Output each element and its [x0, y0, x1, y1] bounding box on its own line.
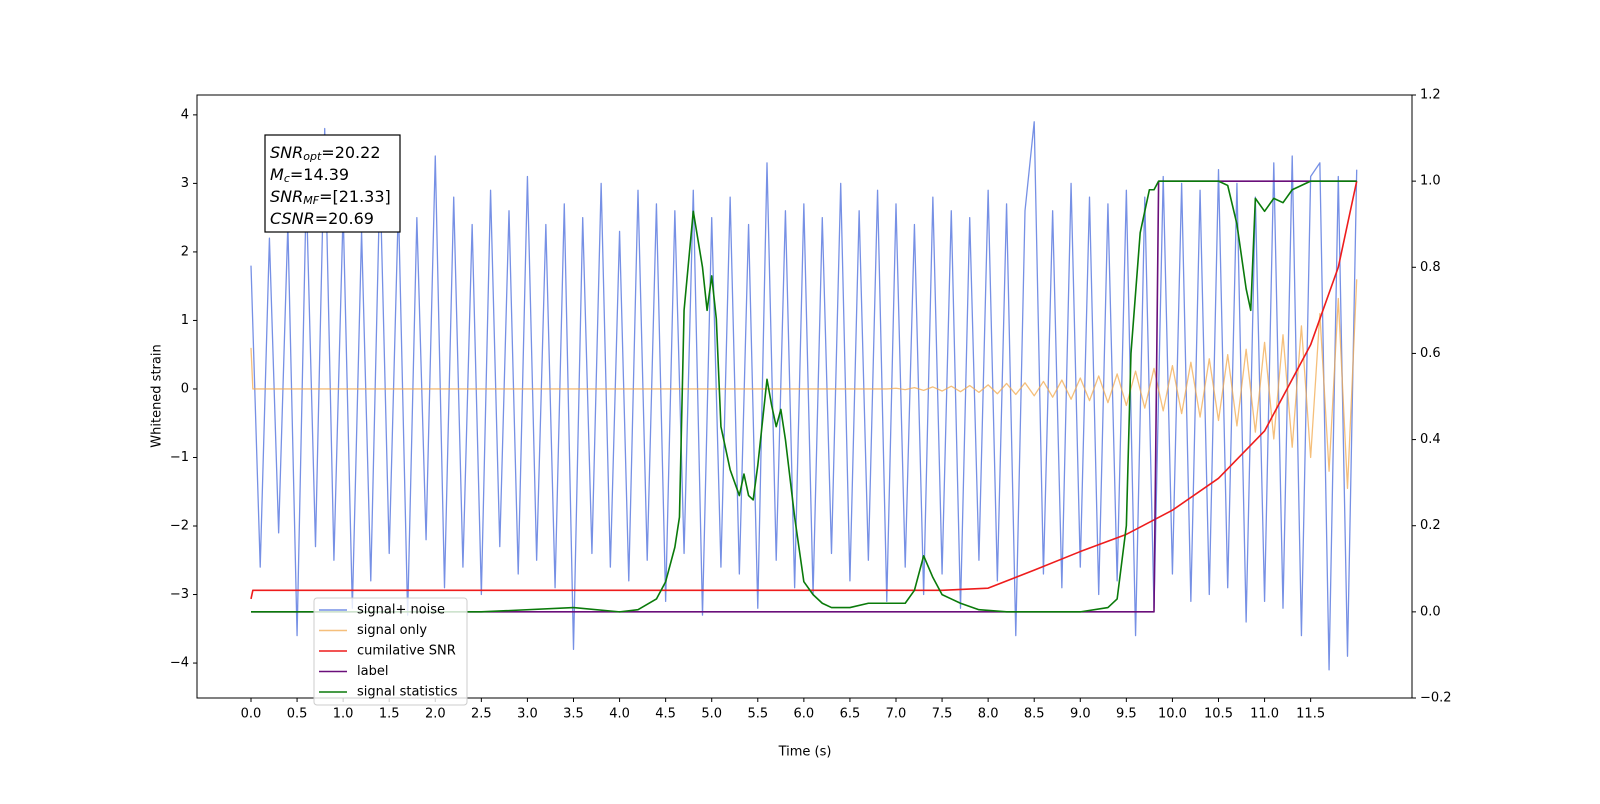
y-tick-label: 0 — [181, 381, 189, 396]
y-axis-label: Whitened strain — [150, 344, 165, 447]
y2-tick-label: 0.4 — [1420, 432, 1441, 447]
y2-tick-label: 0.6 — [1420, 346, 1441, 361]
x-tick-label: 3.0 — [517, 707, 538, 722]
x-tick-label: 0.5 — [287, 707, 308, 722]
x-tick-label: 2.0 — [425, 707, 446, 722]
legend-label: cumilative SNR — [357, 644, 456, 659]
legend-label: signal only — [357, 623, 427, 638]
y-tick-label: −1 — [170, 450, 189, 465]
legend-label: label — [357, 664, 388, 679]
annotation-symbol: CSNR — [270, 209, 315, 228]
y2-tick-label: 1.0 — [1420, 174, 1441, 189]
annotation-subscript: opt — [303, 150, 322, 163]
y-tick-label: 4 — [181, 107, 189, 122]
x-tick-label: 3.5 — [563, 707, 584, 722]
series-line — [250, 121, 1358, 671]
x-axis-label: Time (s) — [778, 745, 832, 760]
x-tick-label: 8.5 — [1024, 707, 1045, 722]
y2-tick-label: 1.2 — [1420, 88, 1441, 103]
x-tick-label: 5.0 — [701, 707, 722, 722]
x-tick-label: 10.0 — [1158, 707, 1187, 722]
y2-tick-label: 0.0 — [1420, 604, 1441, 619]
plot-area — [250, 121, 1358, 671]
y2-tick-label: 0.2 — [1420, 518, 1441, 533]
annotation-subscript: MF — [303, 194, 319, 207]
y-tick-label: 1 — [181, 313, 189, 328]
annotation-symbol: M — [270, 165, 284, 184]
annotation-line: Mc=14.39 — [270, 165, 349, 186]
axes-frame — [196, 94, 1413, 699]
legend: signal+ noise signal only cumilative SNR la… — [313, 597, 468, 706]
annotation-frame — [264, 134, 401, 233]
annotation-line: SNRMF=[21.33] — [270, 187, 391, 208]
y-tick-label: 2 — [181, 244, 189, 259]
x-tick-label: 1.5 — [379, 707, 400, 722]
annotation-line: SNRopt=20.22 — [270, 143, 381, 164]
x-tick-label: 7.0 — [886, 707, 907, 722]
annotation-line: CSNR=20.69 — [270, 209, 374, 228]
x-tick-label: 5.5 — [747, 707, 768, 722]
x-tick-label: 7.5 — [932, 707, 953, 722]
y-tick-label: −4 — [170, 656, 189, 671]
y2-tick-label: 0.8 — [1420, 260, 1441, 275]
legend-frame — [313, 597, 468, 706]
x-tick-label: 9.5 — [1116, 707, 1137, 722]
annotation-value: =20.69 — [315, 209, 374, 228]
x-tick-label: 2.5 — [471, 707, 492, 722]
y-tick-label: −2 — [170, 519, 189, 534]
annotation-value: =20.22 — [321, 143, 380, 162]
x-tick-label: 1.0 — [333, 707, 354, 722]
annotation-value: =14.39 — [290, 165, 349, 184]
y-tick-label: 3 — [181, 176, 189, 191]
x-tick-label: 11.5 — [1296, 707, 1325, 722]
x-tick-label: 11.0 — [1250, 707, 1279, 722]
x-tick-label: 8.0 — [978, 707, 999, 722]
x-tick-label: 6.5 — [840, 707, 861, 722]
x-tick-label: 9.0 — [1070, 707, 1091, 722]
legend-label: signal statistics — [357, 685, 458, 700]
x-tick-label: 4.0 — [609, 707, 630, 722]
annotation-subscript: c — [284, 172, 290, 185]
series-line — [251, 180, 1357, 613]
annotation-symbol: SNR — [270, 143, 303, 162]
series-line — [251, 180, 1357, 613]
annotation-box: SNRopt=20.22Mc=14.39SNRMF=[21.33]CSNR=20… — [264, 134, 401, 233]
series-line — [250, 279, 1358, 489]
series-line — [250, 180, 1358, 600]
y-tick-label: −3 — [170, 587, 189, 602]
x-tick-label: 10.5 — [1204, 707, 1233, 722]
x-tick-label: 6.0 — [794, 707, 815, 722]
annotation-symbol: SNR — [270, 187, 303, 206]
annotation-value: =[21.33] — [319, 187, 391, 206]
legend-label: signal+ noise — [357, 603, 445, 618]
y2-tick-label: −0.2 — [1420, 691, 1452, 706]
x-tick-label: 4.5 — [655, 707, 676, 722]
x-tick-label: 0.0 — [241, 707, 262, 722]
